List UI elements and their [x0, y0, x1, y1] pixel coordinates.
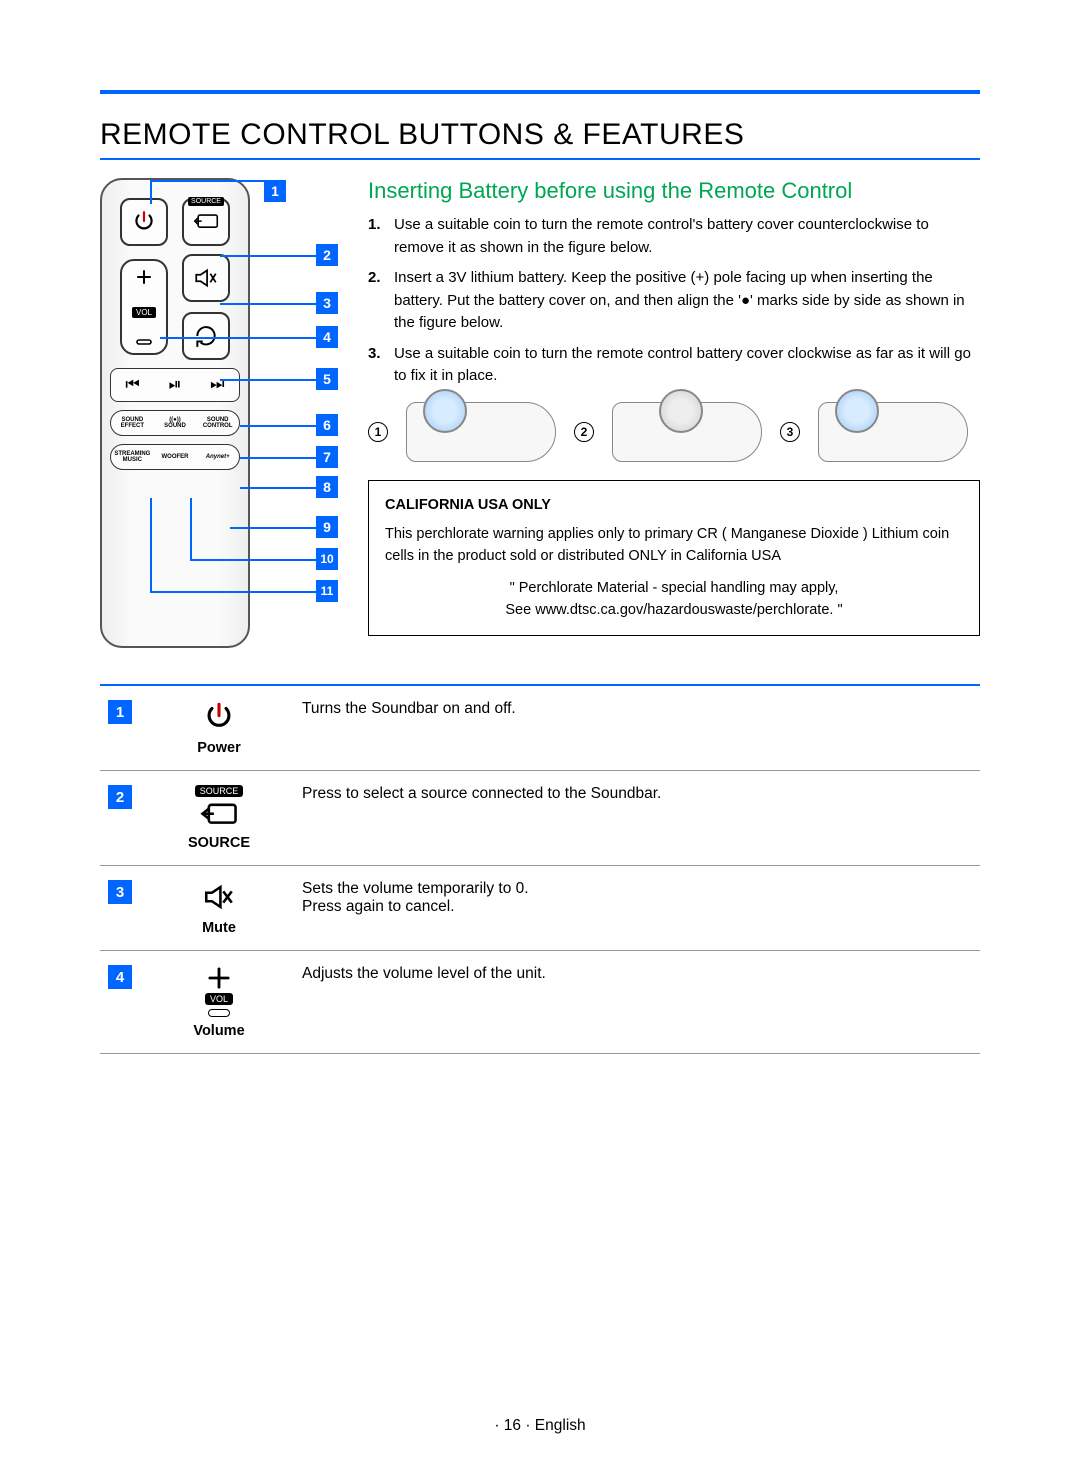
callout-4: 4	[316, 326, 338, 348]
playback-row-icon: ⏮⏯⏭	[110, 368, 240, 402]
music-pill-icon: STREAMING MUSIC WOOFER Anynet+	[110, 444, 240, 470]
mute-button-icon	[182, 254, 230, 302]
volume-icon: VOL	[205, 965, 233, 1017]
source-label: SOURCE	[188, 835, 250, 851]
volume-cell: VOL Volume	[152, 965, 286, 1039]
repeat-button-icon	[182, 312, 230, 360]
mute-desc: Sets the volume temporarily to 0. Press …	[294, 866, 980, 951]
volume-label: Volume	[193, 1023, 244, 1039]
source-desc: Press to select a source connected to th…	[294, 771, 980, 866]
page-footer: · 16 · English	[0, 1417, 1080, 1435]
title-rule	[100, 158, 980, 160]
fig-num-1: 1	[368, 422, 388, 442]
callout-9: 9	[316, 516, 338, 538]
battery-fig-3	[818, 402, 968, 462]
source-tag: SOURCE	[195, 785, 244, 797]
callout-8: 8	[316, 476, 338, 498]
table-row: 1 Power Turns the Soundbar on and off.	[100, 686, 980, 771]
volume-rocker-icon: VOL	[120, 259, 168, 355]
page-title: REMOTE CONTROL BUTTONS & FEATURES	[100, 118, 980, 152]
warning-title: CALIFORNIA USA ONLY	[385, 495, 963, 517]
subheading: Inserting Battery before using the Remot…	[368, 178, 980, 204]
step-item: 2.Insert a 3V lithium battery. Keep the …	[368, 267, 980, 335]
top-rule	[100, 90, 980, 94]
warning-footer-2: See www.dtsc.ca.gov/hazardouswaste/perch…	[385, 600, 963, 622]
vol-label: VOL	[132, 307, 156, 318]
callout-7: 7	[316, 446, 338, 468]
sound-pill-icon: SOUND EFFECT ((●)) SOUND SOUND CONTROL	[110, 410, 240, 436]
row-badge-2: 2	[108, 785, 132, 809]
callout-6: 6	[316, 414, 338, 436]
step-item: 3.Use a suitable coin to turn the remote…	[368, 343, 980, 388]
battery-fig-1	[406, 402, 556, 462]
battery-fig-2	[612, 402, 762, 462]
mute-icon	[202, 880, 236, 914]
power-cell: Power	[152, 700, 286, 756]
row-badge-1: 1	[108, 700, 132, 724]
mute-label: Mute	[202, 920, 236, 936]
callout-10: 10	[316, 548, 338, 570]
battery-figures: 1 2 3	[368, 402, 980, 462]
step-item: 1.Use a suitable coin to turn the remote…	[368, 214, 980, 259]
upper-section: SOURCE VOL	[100, 178, 980, 648]
table-row: 4 VOL Volume Adjusts the volume level of…	[100, 951, 980, 1054]
remote-body: SOURCE VOL	[100, 178, 250, 648]
instructions-column: Inserting Battery before using the Remot…	[368, 178, 980, 648]
source-icon	[199, 801, 239, 829]
power-desc: Turns the Soundbar on and off.	[294, 686, 980, 771]
volume-desc: Adjusts the volume level of the unit.	[294, 951, 980, 1054]
california-warning: CALIFORNIA USA ONLY This perchlorate war…	[368, 480, 980, 637]
power-icon	[202, 700, 236, 734]
warning-footer-1: " Perchlorate Material - special handlin…	[385, 578, 963, 600]
callout-1: 1	[264, 180, 286, 202]
step-list: 1.Use a suitable coin to turn the remote…	[368, 214, 980, 388]
warning-body: This perchlorate warning applies only to…	[385, 524, 963, 568]
row-badge-4: 4	[108, 965, 132, 989]
remote-diagram: SOURCE VOL	[100, 178, 340, 648]
callout-11: 11	[316, 580, 338, 602]
callout-2: 2	[316, 244, 338, 266]
callout-3: 3	[316, 292, 338, 314]
table-row: 3 Mute Sets the volume temporarily to 0.…	[100, 866, 980, 951]
source-button-icon: SOURCE	[182, 198, 230, 246]
power-label: Power	[197, 740, 241, 756]
table-row: 2 SOURCE SOURCE Press to select a source…	[100, 771, 980, 866]
mute-cell: Mute	[152, 880, 286, 936]
button-table: 1 Power Turns the Soundbar on and off. 2…	[100, 686, 980, 1054]
source-cell: SOURCE SOURCE	[152, 785, 286, 851]
row-badge-3: 3	[108, 880, 132, 904]
callout-5: 5	[316, 368, 338, 390]
fig-num-3: 3	[780, 422, 800, 442]
fig-num-2: 2	[574, 422, 594, 442]
source-label: SOURCE	[188, 197, 224, 206]
power-button-icon	[120, 198, 168, 246]
